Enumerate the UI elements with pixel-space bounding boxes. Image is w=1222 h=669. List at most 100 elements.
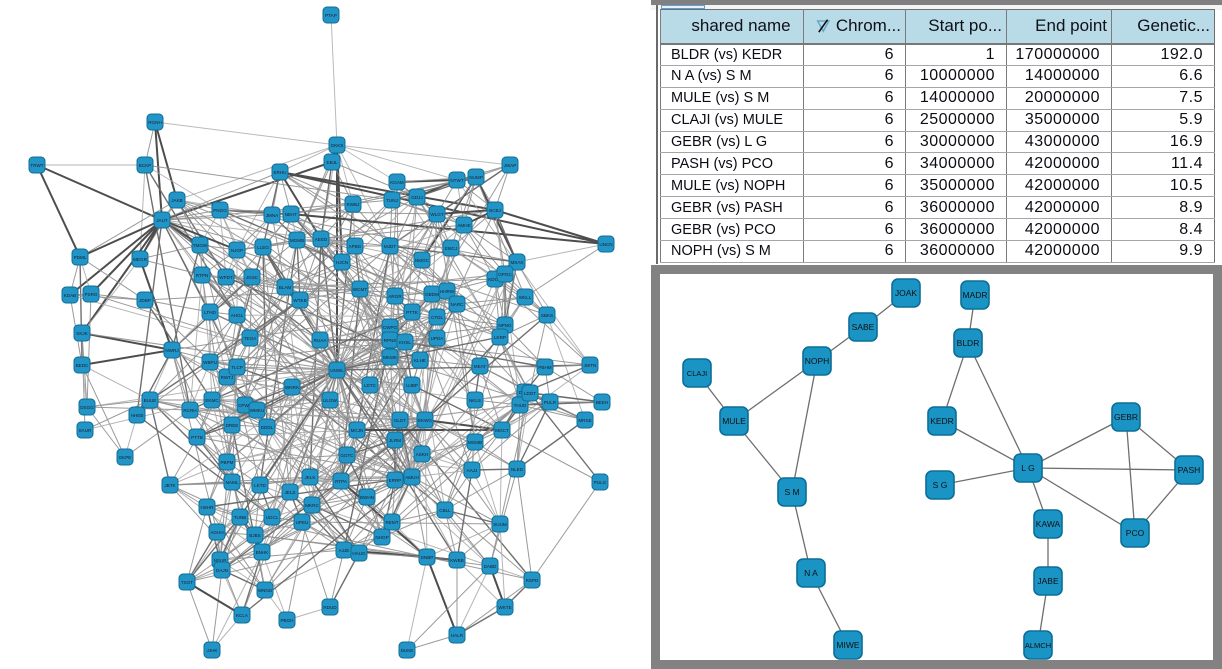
svg-text:WBPU: WBPU [203,360,217,365]
svg-text:LDTC: LDTC [364,383,377,388]
svg-text:JKLK: JKLK [305,475,317,480]
svg-text:HHRW: HHRW [440,289,455,294]
svg-text:LDDT: LDDT [524,391,536,396]
svg-text:DSGG: DSGG [80,405,94,410]
svg-text:AEED: AEED [315,237,328,242]
svg-text:HHEB: HHEB [131,413,144,418]
svg-text:ARGR: ARGR [388,294,402,299]
svg-text:AHGL: AHGL [231,313,244,318]
svg-text:MADR: MADR [962,290,987,300]
svg-text:GBDM: GBDM [425,292,439,297]
svg-text:MCJN: MCJN [351,428,364,433]
svg-text:MIWE: MIWE [836,640,859,650]
svg-text:GKKS: GKKS [331,143,344,148]
svg-text:BLDR: BLDR [957,338,980,348]
svg-text:SAUR: SAUR [79,428,92,433]
svg-text:JOAK: JOAK [895,288,918,298]
svg-text:KGAM: KGAM [390,180,404,185]
svg-text:MRSE: MRSE [578,418,591,423]
svg-text:TUNB: TUNB [234,515,247,520]
svg-text:KDCM: KDCM [488,277,502,282]
svg-text:KLHE: KLHE [414,358,426,363]
svg-text:L G: L G [1021,463,1034,473]
svg-text:EKWG: EKWG [418,418,432,423]
svg-text:UPEU: UPEU [296,520,309,525]
svg-text:BEDC: BEDC [76,363,89,368]
svg-text:AMUH: AMUH [405,475,419,480]
svg-text:GEBR: GEBR [1114,412,1138,422]
svg-text:UJBP: UJBP [406,383,418,388]
svg-text:PDML: PDML [74,255,87,260]
svg-text:PBHM: PBHM [538,365,551,370]
svg-text:BLAM: BLAM [279,285,292,290]
svg-text:HJCN: HJCN [336,260,348,265]
svg-text:KEDR: KEDR [930,416,954,426]
svg-text:NSUP: NSUP [214,558,227,563]
svg-text:MEAT: MEAT [474,364,487,369]
svg-text:JWTN: JWTN [584,363,597,368]
svg-text:SABE: SABE [852,322,875,332]
svg-text:MEGR: MEGR [133,257,147,262]
svg-text:AAJJ: AAJJ [467,468,478,473]
svg-text:HALR: HALR [451,633,464,638]
svg-text:RTPA: RTPA [335,479,348,484]
svg-text:ALMCH: ALMCH [1025,641,1051,650]
svg-text:RPNS: RPNS [384,338,397,343]
svg-text:DABD: DABD [484,564,497,569]
svg-text:NHGP: NHGP [375,535,388,540]
svg-text:MJDT: MJDT [384,244,396,249]
svg-text:WMKU: WMKU [250,408,265,413]
svg-text:TLCP: TLCP [231,365,243,370]
svg-text:GPGC: GPGC [498,272,512,277]
svg-text:S G: S G [933,480,948,490]
svg-text:MKRC: MKRC [305,503,319,508]
svg-text:NMGC: NMGC [415,258,430,263]
svg-text:CPWP: CPWP [238,403,252,408]
svg-text:MGCT: MGCT [495,428,509,433]
svg-text:BCKP: BCKP [139,163,152,168]
svg-text:CLAJI: CLAJI [687,369,707,378]
svg-text:DAJN: DAJN [216,568,228,573]
svg-text:SUUM: SUUM [493,522,507,527]
svg-text:WCMT: WCMT [353,287,367,292]
svg-text:NLED: NLED [511,467,524,472]
svg-text:SKJK: SKJK [76,331,88,336]
svg-text:REMT: REMT [385,520,398,525]
svg-text:PBPM: PBPM [220,460,233,465]
svg-text:DREE: DREE [226,423,239,428]
svg-text:HAUG: HAUG [352,551,366,556]
svg-text:WNRK: WNRK [285,385,300,390]
svg-text:N A: N A [804,568,818,578]
svg-text:LKTD: LKTD [254,483,266,488]
svg-text:EKMC: EKMC [205,398,219,403]
svg-text:JLRM: JLRM [389,438,401,443]
svg-text:KWBB: KWBB [450,558,464,563]
svg-text:AJJE: AJJE [339,548,350,553]
svg-text:TRWT: TRWT [30,163,43,168]
svg-text:PBGH: PBGH [280,618,293,623]
svg-text:JWAP: JWAP [504,163,517,168]
svg-text:WKLL: WKLL [519,295,532,300]
svg-text:MSAK: MSAK [510,260,524,265]
svg-text:JJHK: JJHK [207,648,219,653]
svg-text:KHSL: KHSL [399,340,411,345]
svg-text:GKPE: GKPE [119,455,132,460]
svg-text:JAKB: JAKB [171,198,183,203]
svg-text:BWHN: BWHN [360,495,374,500]
svg-text:PULR: PULR [544,400,557,405]
svg-text:DDDL: DDDL [261,425,274,430]
svg-text:JMNA: JMNA [266,213,279,218]
svg-text:NJGP: NJGP [231,248,243,253]
svg-text:WTEB: WTEB [293,298,306,303]
svg-text:MGMB: MGMB [468,440,482,445]
svg-text:NARC: NARC [450,302,464,307]
svg-text:UGCL: UGCL [266,515,279,520]
svg-text:JELS: JELS [285,490,296,495]
svg-text:EBJL: EBJL [327,160,338,165]
svg-text:JAUT: JAUT [156,218,168,223]
svg-text:NWRJ: NWRJ [165,348,178,353]
svg-text:AMHE: AMHE [457,223,470,228]
svg-text:DUKE: DUKE [401,648,414,653]
svg-text:JGSC: JGSC [246,275,259,280]
svg-text:APBG: APBG [349,244,362,249]
